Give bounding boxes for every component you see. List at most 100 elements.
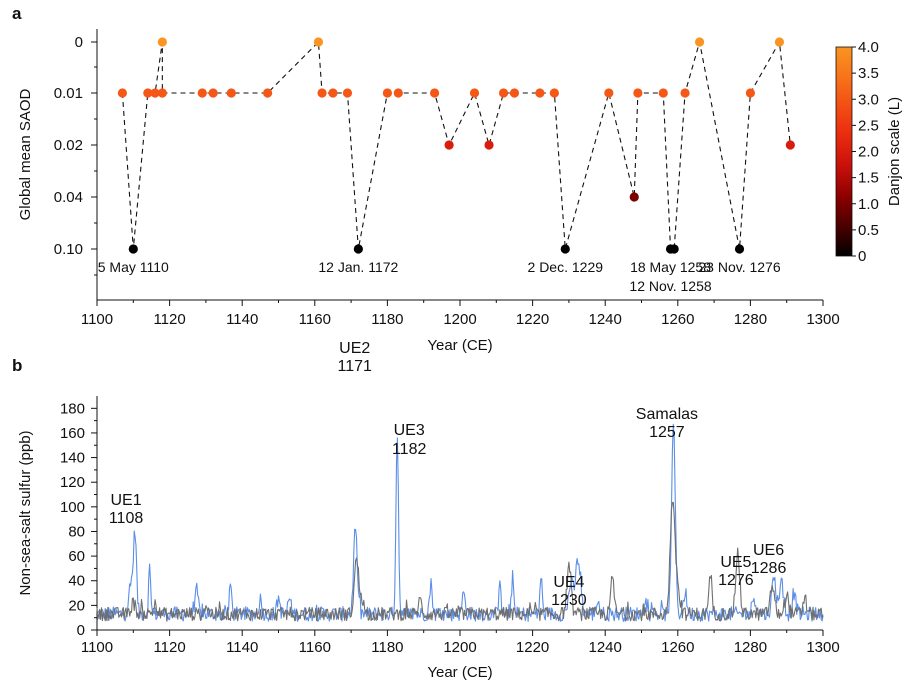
colorbar-tick-label: 2.5 (858, 117, 879, 134)
panel-b-x-tick-label: 1200 (443, 639, 476, 656)
panel-a-point (680, 88, 690, 98)
colorbar-tick-label: 4.0 (858, 39, 879, 56)
panel-a-x-tick-label: 1200 (443, 311, 476, 328)
panel-a-y-tick-label: 0.04 (54, 189, 83, 206)
panel-b-x-tick-label: 1140 (226, 639, 258, 656)
panel-b-series-line (96, 423, 824, 622)
panel-a-x-tick-label: 1140 (226, 311, 258, 328)
panel-a-point (157, 88, 167, 98)
panel-a-x-tick-label: 1220 (516, 311, 549, 328)
panel-b-x-tick-label: 1100 (81, 639, 113, 656)
panel-b-annotation-name: UE3 (394, 422, 425, 439)
panel-a-x-tick-label: 1120 (153, 311, 185, 328)
colorbar-tick-label: 1.5 (858, 170, 879, 187)
panel-b-annotation-name: UE1 (110, 492, 141, 509)
panel-b-x-tick-label: 1180 (371, 639, 403, 656)
panel-b-y-tick-label: 140 (60, 450, 85, 467)
panel-b-y-tick-label: 80 (68, 523, 85, 540)
panel-a-point (157, 37, 167, 47)
panel-b-annotation-name: UE5 (720, 554, 751, 571)
panel-b-y-tick-label: 20 (68, 597, 85, 614)
colorbar-label: Danjon scale (L) (886, 97, 903, 206)
panel-b-y-label: Non-sea-salt sulfur (ppb) (17, 430, 34, 595)
panel-b-x-label: Year (CE) (427, 664, 492, 681)
panel-a-point (694, 37, 705, 47)
panel-a-annotation: 18 May 1258 (630, 259, 711, 275)
colorbar-tick-label: 3.0 (858, 91, 879, 108)
panel-b-annotation-year: 1276 (718, 572, 754, 589)
panel-a-y-tick-label: 0 (75, 34, 83, 51)
panel-a-point (208, 88, 218, 98)
panel-b-annotation-year: 1182 (392, 441, 427, 458)
panel-b-annotation-year: 1230 (551, 592, 587, 609)
panel-a-y-tick-label: 0.02 (54, 137, 83, 154)
panel-a-point (342, 88, 353, 98)
panel-a-point (150, 88, 160, 98)
panel-a-point (117, 88, 128, 98)
panel-b-x-tick-label: 1120 (153, 639, 185, 656)
panel-b-y-tick-label: 180 (60, 400, 85, 417)
panel-a-y-tick-label: 0.10 (54, 241, 83, 258)
panel-a-y-tick-label: 0.01 (54, 85, 83, 102)
panel-a-annotation: 12 Jan. 1172 (318, 259, 398, 275)
panel-a-point (469, 88, 480, 98)
panel-b-x-tick-label: 1240 (589, 639, 622, 656)
panel-a-y-label: Global mean SAOD (17, 88, 34, 220)
panel-a: a 0 0.01 0.02 0.04 0.10 1100 1120 1140 1160 1180 1… (12, 4, 903, 354)
panel-a-point (535, 88, 545, 98)
panel-a-point (382, 88, 392, 98)
panel-b-y-tick-label: 40 (68, 573, 85, 590)
panel-b-letter: b (12, 356, 22, 375)
panel-b-x-tick-label: 1260 (661, 639, 694, 656)
panel-a-point (353, 244, 363, 254)
panel-a-point (128, 244, 138, 254)
panel-b-annotation-name: UE4 (553, 574, 584, 591)
panel-a-point (734, 244, 745, 254)
panel-b: b 0 20 40 60 80 100 120 140 160 180 1100 1120 1140 11… (12, 340, 840, 681)
panel-a-point (429, 88, 440, 98)
panel-b-annotation-name: UE2 (339, 340, 370, 357)
colorbar-tick-label: 0 (858, 248, 866, 265)
panel-a-point (393, 88, 403, 98)
panel-b-annotation-name: UE6 (753, 542, 784, 559)
panel-a-point (745, 88, 756, 98)
panel-a-point (669, 244, 679, 254)
colorbar-tick-label: 1.0 (858, 196, 879, 213)
panel-b-annotation-name: Samalas (636, 406, 698, 423)
panel-a-point (197, 88, 207, 98)
panel-a-point (313, 37, 324, 47)
panel-b-annotation-year: 1108 (109, 510, 144, 527)
panel-a-point (549, 88, 559, 98)
panel-a-point (444, 140, 454, 150)
panel-a-x-tick-label: 1100 (81, 311, 113, 328)
panel-a-x-tick-label: 1300 (806, 311, 839, 328)
panel-a-connector-line (121, 40, 791, 250)
panel-b-annotation-year: 1257 (649, 424, 685, 441)
panel-b-y-tick-label: 160 (60, 425, 85, 442)
panel-b-x-tick-label: 1300 (806, 639, 839, 656)
panel-a-point (785, 140, 795, 150)
panel-b-annotation-year: 1171 (338, 358, 373, 375)
panel-a-x-tick-label: 1280 (734, 311, 767, 328)
panel-b-annotation-year: 1286 (751, 560, 787, 577)
panel-b-y-tick-label: 100 (60, 499, 85, 516)
panel-a-point (328, 88, 338, 98)
panel-a-x-tick-label: 1160 (299, 311, 331, 328)
panel-a-point (317, 88, 327, 98)
colorbar (835, 46, 853, 257)
panel-a-point (498, 88, 509, 98)
panel-a-point (560, 244, 570, 254)
panel-a-point (143, 88, 153, 98)
panel-a-letter: a (12, 4, 22, 23)
panel-b-x-tick-label: 1280 (734, 639, 767, 656)
panel-a-point (604, 88, 614, 98)
panel-a-annotation: 5 May 1110 (98, 259, 169, 275)
panel-a-annotation: 2 Dec. 1229 (528, 259, 604, 275)
panel-a-point (774, 37, 785, 47)
panel-a-point (263, 88, 273, 98)
colorbar-tick-label: 3.5 (858, 65, 879, 82)
panel-a-x-tick-label: 1240 (589, 311, 622, 328)
panel-a-x-tick-label: 1260 (661, 311, 694, 328)
colorbar-tick-label: 2.0 (858, 144, 879, 161)
